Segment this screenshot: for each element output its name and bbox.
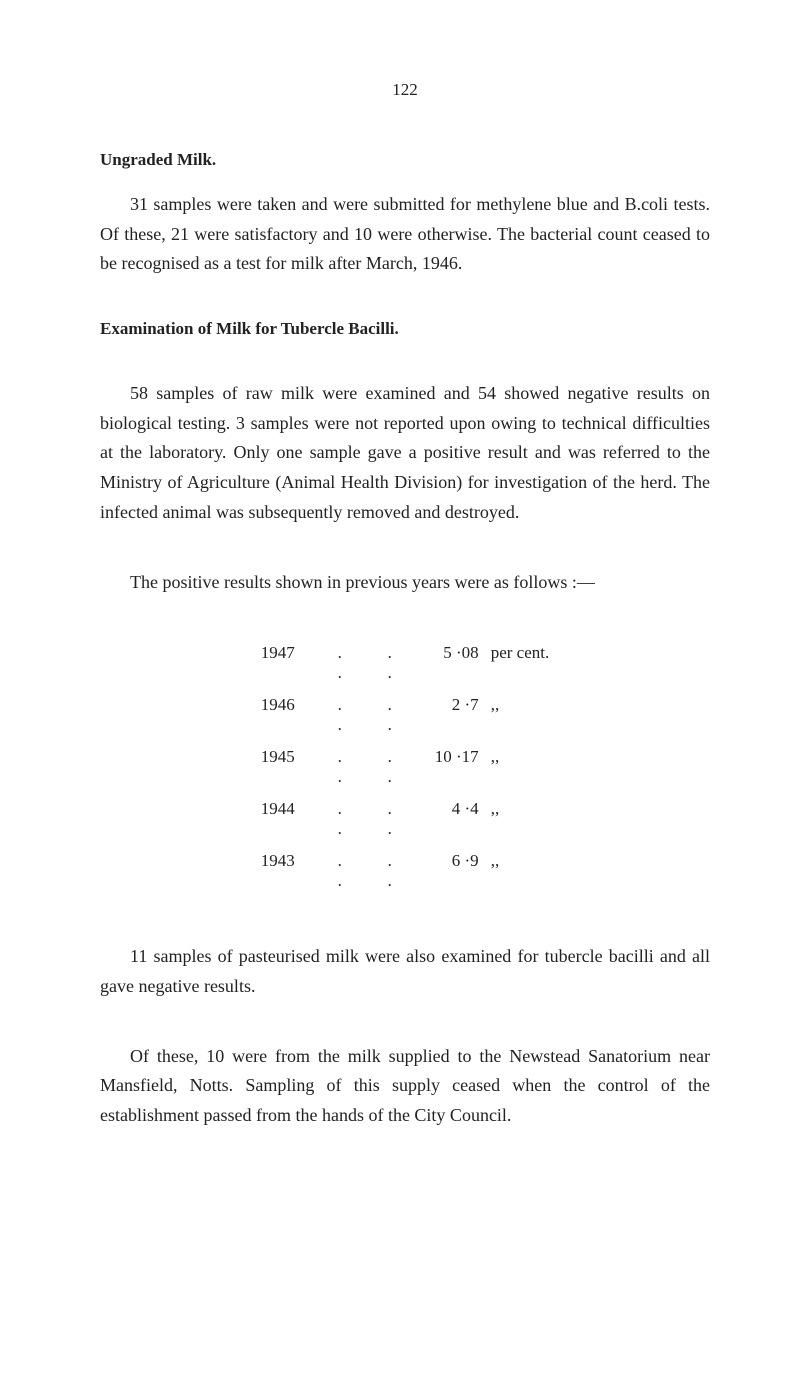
table-row: 1947 . . . . 5 ·08 per cent. — [241, 637, 569, 689]
value-cell: 6 ·9 — [415, 845, 487, 897]
table-row: 1944 . . . . 4 ·4 ,, — [241, 793, 569, 845]
examination-paragraph-4: Of these, 10 were from the milk supplied… — [100, 1042, 710, 1131]
unit-cell: ,, — [487, 845, 570, 897]
year-cell: 1943 — [241, 845, 315, 897]
dots-cell: . . — [365, 637, 415, 689]
unit-cell: ,, — [487, 689, 570, 741]
table-row: 1946 . . . . 2 ·7 ,, — [241, 689, 569, 741]
unit-cell: ,, — [487, 741, 570, 793]
value-cell: 2 ·7 — [415, 689, 487, 741]
table-row: 1945 . . . . 10 ·17 ,, — [241, 741, 569, 793]
value-cell: 10 ·17 — [415, 741, 487, 793]
year-cell: 1945 — [241, 741, 315, 793]
value-cell: 5 ·08 — [415, 637, 487, 689]
ungraded-milk-paragraph: 31 samples were taken and were submitted… — [100, 190, 710, 279]
examination-paragraph-1: 58 samples of raw milk were examined and… — [100, 379, 710, 527]
dots-cell: . . — [365, 689, 415, 741]
examination-paragraph-3: 11 samples of pasteurised milk were also… — [100, 942, 710, 1001]
dots-cell: . . — [315, 741, 365, 793]
year-cell: 1947 — [241, 637, 315, 689]
dots-cell: . . — [365, 741, 415, 793]
dots-cell: . . — [315, 845, 365, 897]
ungraded-milk-heading: Ungraded Milk. — [100, 150, 710, 170]
unit-cell: per cent. — [487, 637, 570, 689]
year-cell: 1946 — [241, 689, 315, 741]
examination-heading: Examination of Milk for Tubercle Bacilli… — [100, 319, 710, 339]
results-table: 1947 . . . . 5 ·08 per cent. 1946 . . . … — [241, 637, 569, 897]
table-row: 1943 . . . . 6 ·9 ,, — [241, 845, 569, 897]
dots-cell: . . — [365, 793, 415, 845]
examination-paragraph-2: The positive results shown in previous y… — [100, 568, 710, 598]
year-cell: 1944 — [241, 793, 315, 845]
value-cell: 4 ·4 — [415, 793, 487, 845]
dots-cell: . . — [365, 845, 415, 897]
unit-cell: ,, — [487, 793, 570, 845]
dots-cell: . . — [315, 689, 365, 741]
dots-cell: . . — [315, 793, 365, 845]
page-number: 122 — [100, 80, 710, 100]
dots-cell: . . — [315, 637, 365, 689]
